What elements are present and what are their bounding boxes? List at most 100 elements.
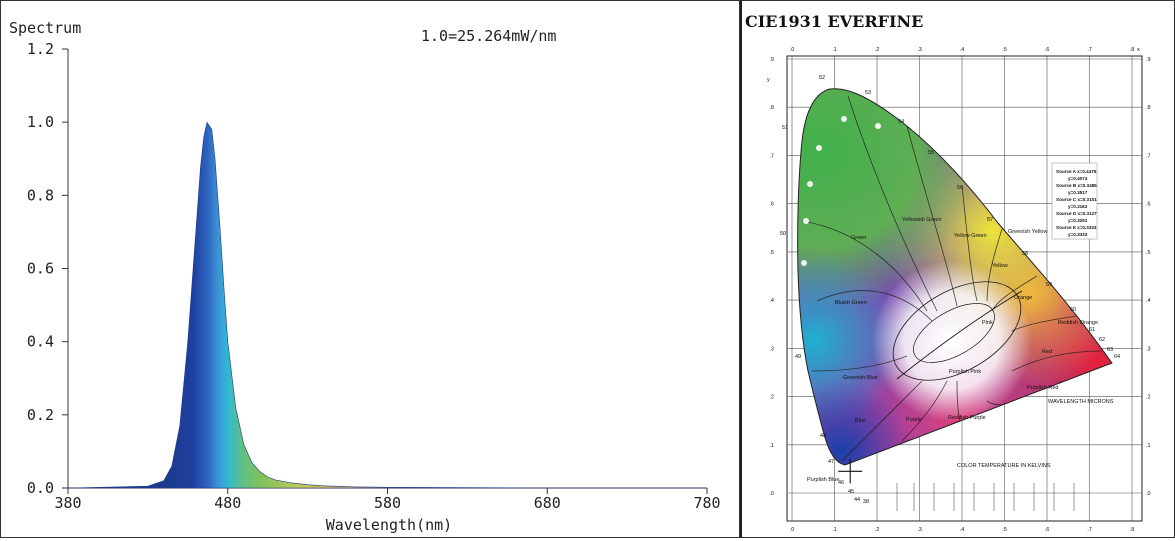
region-label: Greenish Blue	[843, 375, 878, 381]
y-tick-label: 0.2	[27, 406, 54, 424]
x-tick-label: 680	[534, 494, 561, 512]
x-tick-label: 780	[693, 494, 720, 512]
cie-frame	[786, 55, 1143, 522]
cie-y-tick-left: .6	[769, 202, 774, 208]
x-tick-label: 380	[54, 494, 81, 512]
locus-wavelength-label: 52	[819, 75, 825, 81]
cie-y-tick-left: .5	[769, 250, 774, 256]
cie-x-tick-top: .0	[790, 47, 795, 53]
cie-y-tick-right: .6	[1146, 202, 1151, 208]
locus-wavelength-label: 64	[1114, 354, 1120, 360]
locus-wavelength-label: 57	[987, 217, 993, 223]
cie-chromaticity-diagram: CIE1931 EVERFINE .0 .0 .1 .1 .2 .2 .3 .3 .4 .4 .5.…	[745, 12, 1151, 533]
chart-title: Spectrum	[9, 19, 81, 37]
locus-wavelength-label: 62	[1099, 337, 1105, 343]
cie-ticks: .0 .0 .1 .1 .2 .2 .3 .3 .4 .4 .5 .5 .6 .6 .7 .7 .8 .8 .0 .0…	[769, 47, 1150, 533]
cie-y-tick-right: .9	[1146, 57, 1151, 63]
locus-wavelength-label: 47	[828, 459, 834, 465]
legend-line-9: y=0.3333	[1068, 232, 1088, 237]
cie-y-tick-left: .9	[769, 57, 774, 63]
legend-line-6: Source D x=0.3127	[1056, 211, 1097, 216]
x-tick-label: 480	[214, 494, 241, 512]
locus-wavelength-label: 51	[782, 125, 788, 131]
x-tick-label: 580	[374, 494, 401, 512]
cie-x-tick-bottom: .4	[960, 527, 965, 533]
region-label: Blue	[855, 418, 866, 424]
measured-point-marker	[838, 459, 863, 484]
cie-y-tick-right: .2	[1146, 395, 1151, 401]
cie-x-tick-bottom: .6	[1045, 527, 1050, 533]
legend-line-3: y=0.3517	[1068, 190, 1088, 195]
cie-y-tick-right: .0	[1146, 491, 1151, 497]
cie-y-tick-left: .2	[769, 395, 774, 401]
locus-wavelength-label: 45	[848, 489, 854, 495]
cie-y-tick-left: .0	[769, 491, 774, 497]
y-tick-label: 1.0	[27, 113, 54, 131]
cie-axis-y-label: y	[767, 77, 770, 83]
spectrum-area	[67, 121, 707, 489]
y-tick-label: 0.6	[27, 260, 54, 278]
cie-x-tick-bottom: .1	[832, 527, 837, 533]
cie-y-tick-right: .4	[1146, 298, 1151, 304]
cie-y-tick-left: .4	[769, 298, 774, 304]
spectrum-chart: 0.0 0.2 0.4 0.6 0.8 1.0 1.2 380 480 580 680 780 Spe…	[9, 19, 721, 534]
locus-wavelength-label: 49	[795, 354, 801, 360]
legend-line-0: Source A x=0.4476	[1056, 169, 1097, 174]
cie-x-tick-top: .6	[1045, 47, 1050, 53]
region-label: Purplish Blue	[807, 477, 839, 483]
region-label: Pink	[982, 320, 993, 326]
region-label: Yellow Green	[954, 233, 987, 239]
cie-panel: CIE1931 EVERFINE .0 .0 .1 .1 .2 .2 .3 .3 .4 .4 .5.…	[740, 0, 1175, 538]
cie-x-tick-bottom: .0	[790, 527, 795, 533]
spectrum-axes: 0.0 0.2 0.4 0.6 0.8 1.0 1.2 380 480 580 680 780	[27, 40, 721, 512]
cie-x-tick-bottom: .8	[1130, 527, 1135, 533]
region-label: Bluish Green	[835, 300, 867, 306]
locus-wavelength-label: 38	[863, 499, 869, 505]
region-label: Purplish Red	[1027, 385, 1059, 391]
region-label: Green	[851, 235, 866, 241]
color-temp-note: COLOR TEMPERATURE IN KELVINS	[957, 463, 1051, 469]
cie-x-tick-bottom: .7	[1087, 527, 1092, 533]
locus-wavelength-label: 63	[1107, 347, 1113, 353]
scale-annotation: 1.0=25.264mW/nm	[421, 27, 556, 45]
cie-y-tick-left: .3	[769, 346, 774, 352]
cie-x-tick-top: .4	[960, 47, 965, 53]
locus-wavelength-label: 55	[928, 150, 934, 156]
cie-y-tick-right: .7	[1146, 153, 1151, 159]
legend-line-1: y=0.4074	[1068, 176, 1088, 181]
locus-wavelength-label: 58	[1022, 251, 1028, 257]
region-label: Reddish Orange	[1058, 320, 1098, 326]
x-axis-label: Wavelength(nm)	[326, 516, 452, 534]
cie-x-tick-top: .5	[1002, 47, 1007, 53]
cie-x-tick-bottom: .2	[875, 527, 880, 533]
region-label: Yellowish Green	[902, 217, 942, 223]
legend-line-4: Source C x=0.3101	[1056, 197, 1097, 202]
cie-x-tick-top: .2	[875, 47, 880, 53]
locus-highlight-dots	[801, 116, 881, 266]
legend-line-7: y=0.3291	[1068, 218, 1088, 223]
y-tick-label: 0.8	[27, 186, 54, 204]
legend-line-8: Source E x=0.3333	[1056, 225, 1097, 230]
cie-y-tick-left: .8	[769, 105, 774, 111]
cie-y-tick-left: .1	[769, 443, 774, 449]
locus-wavelength-label: 60	[1070, 307, 1076, 313]
locus-wavelength-label: 61	[1089, 327, 1095, 333]
cie-y-tick-right: .1	[1146, 443, 1151, 449]
y-tick-label: 0.0	[27, 479, 54, 497]
legend-line-5: y=0.3162	[1068, 204, 1088, 209]
region-label: Greenish Yellow	[1008, 229, 1047, 235]
cie-y-tick-left: .7	[769, 153, 774, 159]
cie-x-tick-bottom: .5	[1002, 527, 1007, 533]
locus-wavelength-label: 59	[1046, 282, 1052, 288]
region-label: Orange	[1014, 295, 1032, 301]
cie-x-tick-top: .1	[832, 47, 837, 53]
region-label: Yellow	[992, 263, 1008, 269]
locus-wavelength-label: 50	[780, 231, 786, 237]
region-label: Purple	[906, 417, 922, 423]
wavelength-note: WAVELENGTH MICRONS	[1048, 399, 1114, 405]
cie-y-tick-right: .8	[1146, 105, 1151, 111]
region-label: Purplish Pink	[949, 369, 981, 375]
cie-x-tick-top: .7	[1087, 47, 1092, 53]
color-temp-ticks	[896, 483, 1075, 511]
